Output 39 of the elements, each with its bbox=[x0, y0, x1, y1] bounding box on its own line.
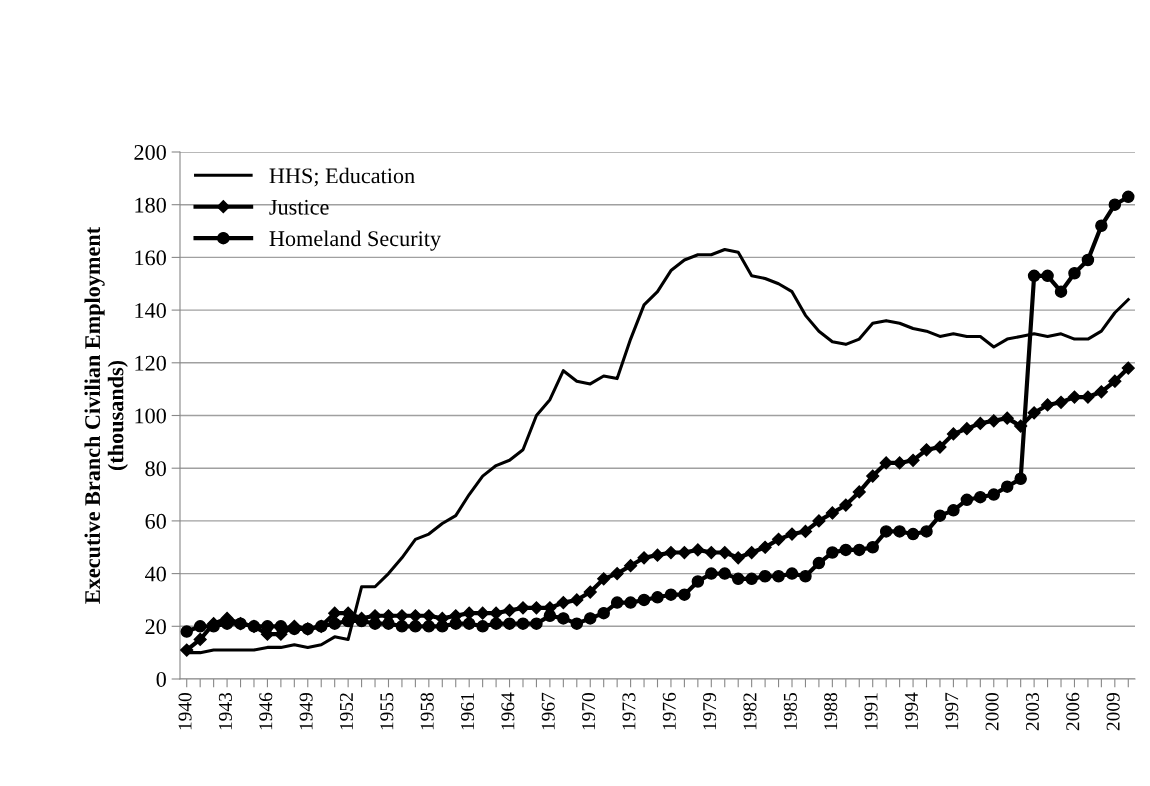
x-tick-label: 1982 bbox=[743, 693, 757, 730]
x-tick-label: 1967 bbox=[541, 692, 555, 730]
legend-label: Justice bbox=[269, 199, 329, 215]
y-tick-label: 60 bbox=[145, 513, 166, 529]
x-tick-label: 1952 bbox=[339, 693, 353, 730]
x-tick-label: 1946 bbox=[259, 692, 273, 730]
x-tick-label: 1985 bbox=[783, 692, 797, 730]
x-tick-label: 2000 bbox=[985, 692, 999, 731]
x-tick-label: 1964 bbox=[501, 692, 515, 730]
y-tick-label: 100 bbox=[135, 408, 166, 424]
x-tick-label: 1979 bbox=[703, 692, 717, 730]
x-tick-label: 1961 bbox=[460, 693, 475, 730]
x-tick-label: 2009 bbox=[1106, 692, 1120, 731]
y-tick-label: 180 bbox=[135, 197, 166, 213]
x-tick-label: 1991 bbox=[864, 693, 878, 730]
x-tick-label: 1994 bbox=[904, 692, 918, 730]
y-tick-label: 200 bbox=[134, 144, 166, 160]
y-tick-label: 20 bbox=[145, 619, 166, 635]
legend-label: HHS; Education bbox=[269, 167, 415, 187]
legend-label: Homeland Security bbox=[269, 230, 441, 251]
x-tick-label: 2003 bbox=[1025, 692, 1039, 731]
x-tick-label: 1940 bbox=[178, 692, 192, 730]
y-tick-label: 80 bbox=[145, 461, 166, 477]
x-tick-label: 1976 bbox=[662, 692, 676, 730]
x-tick-label: 1973 bbox=[622, 692, 636, 730]
x-tick-label: 1988 bbox=[824, 692, 838, 730]
y-tick-label: 140 bbox=[135, 303, 166, 319]
y-axis-title: Executive Branch Civilian Employment (thousands) bbox=[84, 227, 128, 604]
y-tick-label: 40 bbox=[145, 566, 166, 582]
x-tick-label: 1997 bbox=[945, 692, 959, 730]
x-tick-label: 2006 bbox=[1066, 692, 1080, 731]
y-tick-label: 0 bbox=[156, 671, 166, 687]
x-tick-label: 1943 bbox=[218, 692, 232, 730]
x-tick-label: 1949 bbox=[299, 692, 313, 730]
x-tick-label: 1970 bbox=[581, 692, 596, 730]
x-tick-label: 1955 bbox=[380, 692, 394, 730]
y-tick-label: 120 bbox=[135, 355, 166, 371]
x-tick-label: 1958 bbox=[420, 692, 434, 730]
y-tick-label: 160 bbox=[135, 250, 166, 266]
